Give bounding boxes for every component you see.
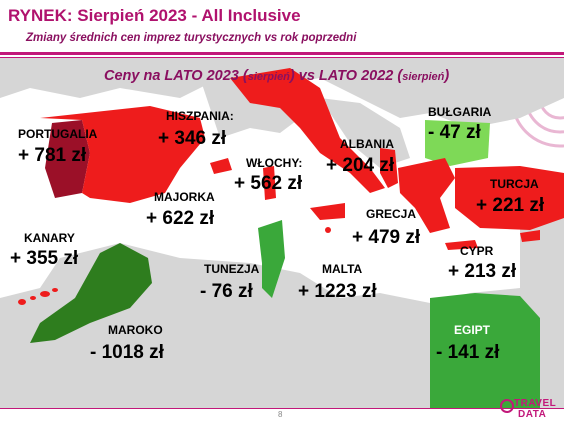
map-header-part1: Ceny na LATO 2023 ( bbox=[104, 68, 248, 84]
spain-value: + 346 zł bbox=[158, 128, 227, 149]
spain-region bbox=[40, 106, 205, 203]
map-header-part5: ) bbox=[444, 68, 450, 84]
spain-label: HISZPANIA: bbox=[166, 109, 234, 123]
turkey-region bbox=[455, 166, 564, 230]
canary-value: + 355 zł bbox=[10, 248, 79, 269]
travel-data-logo-icon bbox=[500, 399, 514, 413]
tunisia-label: TUNEZJA bbox=[204, 262, 260, 276]
title-divider-thin bbox=[0, 57, 564, 58]
italy-label: WŁOCHY: bbox=[246, 156, 303, 170]
tunisia-value: - 76 zł bbox=[200, 281, 253, 302]
albania-label: ALBANIA bbox=[340, 137, 394, 151]
title-divider bbox=[0, 52, 564, 55]
portugal-label: PORTUGALIA bbox=[18, 127, 98, 141]
cyprus-region bbox=[520, 230, 540, 242]
slide-subtitle: Zmiany średnich cen imprez turystycznych… bbox=[26, 32, 357, 44]
turkey-label: TURCJA bbox=[490, 177, 539, 191]
bulgaria-label: BUŁGARIA bbox=[428, 105, 492, 119]
europe-land bbox=[0, 58, 564, 128]
sicily-region bbox=[310, 203, 345, 220]
map-header: Ceny na LATO 2023 (sierpień) vs LATO 202… bbox=[104, 68, 449, 84]
greece-region bbox=[398, 158, 455, 233]
malta-label: MALTA bbox=[322, 262, 363, 276]
italy-region bbox=[230, 68, 385, 193]
greece-label: GRECJA bbox=[366, 207, 417, 221]
greece-value: + 479 zł bbox=[352, 227, 421, 248]
canary-label: KANARY bbox=[24, 231, 75, 245]
crete-region bbox=[445, 240, 478, 250]
malta-value: + 1223 zł bbox=[298, 281, 377, 302]
map-header-part3: ) vs LATO 2022 ( bbox=[289, 68, 403, 84]
portugal-region bbox=[45, 120, 90, 198]
sardinia-region bbox=[263, 166, 276, 200]
egypt-label: EGIPT bbox=[454, 323, 491, 337]
majorca-value: + 622 zł bbox=[146, 208, 215, 229]
cyprus-value: + 213 zł bbox=[448, 261, 517, 282]
turkey-value: + 221 zł bbox=[476, 195, 545, 216]
albania-region bbox=[380, 148, 398, 188]
cyprus-label: CYPR bbox=[460, 244, 494, 258]
morocco-value: - 1018 zł bbox=[90, 342, 164, 363]
footer-divider bbox=[0, 408, 564, 409]
logo-text-travel: TRAVEL bbox=[514, 398, 557, 409]
map-header-month-2023: sierpień bbox=[247, 71, 290, 83]
morocco-label: MAROKO bbox=[108, 323, 163, 337]
bulgaria-value: - 47 zł bbox=[428, 122, 481, 143]
mediterranean-map bbox=[0, 58, 564, 408]
albania-value: + 204 zł bbox=[326, 155, 395, 176]
logo-text-data: DATA bbox=[518, 409, 547, 420]
egypt-value: - 141 zł bbox=[436, 342, 500, 363]
majorca-region bbox=[210, 158, 232, 174]
portugal-value: + 781 zł bbox=[18, 145, 87, 166]
tunisia-region bbox=[258, 220, 285, 298]
morocco-region bbox=[30, 243, 152, 343]
egypt-region bbox=[430, 293, 540, 408]
italy-value: + 562 zł bbox=[234, 173, 303, 194]
map-header-month-2022: sierpień bbox=[402, 71, 445, 83]
page-number: 8 bbox=[278, 410, 283, 419]
canary-islands-region bbox=[18, 288, 58, 305]
slide-title: RYNEK: Sierpień 2023 - All Inclusive bbox=[8, 6, 301, 25]
malta-region bbox=[325, 227, 331, 233]
bulgaria-region bbox=[425, 120, 490, 166]
majorca-label: MAJORKA bbox=[154, 190, 215, 204]
